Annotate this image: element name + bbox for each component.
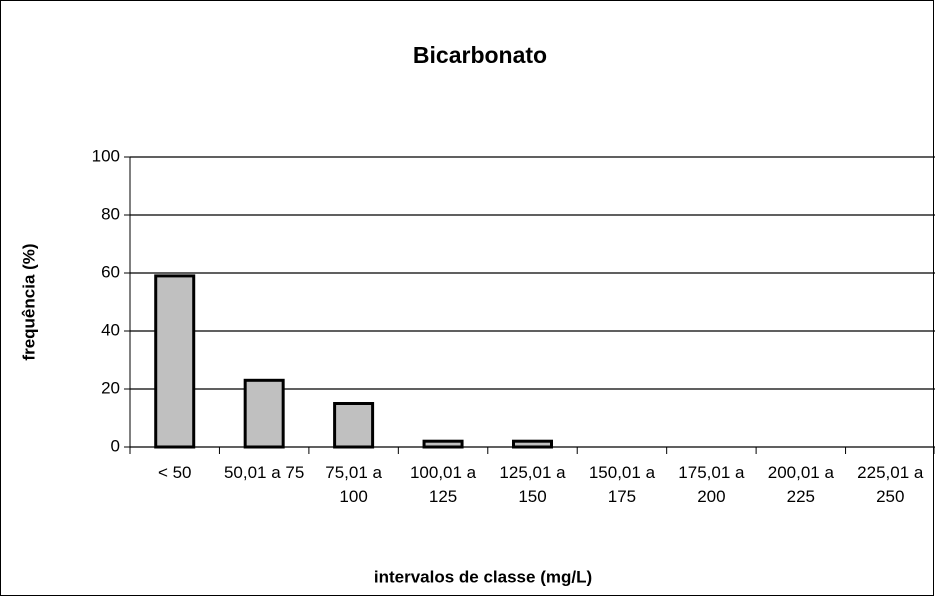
bar (154, 274, 196, 449)
x-tick-label: 200,01 a 225 (767, 463, 834, 506)
y-tick-label: 100 (92, 146, 120, 165)
y-axis-label: frequência (%) (19, 243, 38, 360)
x-tick-label: 75,01 a 100 (325, 463, 382, 506)
bar (333, 402, 375, 449)
y-tick-label: 60 (101, 262, 120, 281)
x-tick-label: 150,01 a 175 (588, 463, 656, 506)
y-tick-label: 80 (101, 204, 120, 223)
bar (243, 378, 285, 449)
x-tick-label: 175,01 a 200 (678, 463, 745, 506)
x-tick-label: 125,01 a 150 (499, 463, 566, 506)
chart-title: Bicarbonato (413, 42, 547, 68)
x-tick-label: < 50 (157, 463, 192, 482)
y-tick-label: 20 (101, 378, 120, 397)
y-tick-label: 40 (101, 320, 120, 339)
bar (422, 439, 464, 449)
bar (512, 439, 553, 449)
x-tick-label: 100,01 a 125 (409, 463, 477, 506)
x-tick-label: 50,01 a 75 (223, 463, 305, 482)
x-axis-label: intervalos de classe (mg/L) (374, 567, 592, 586)
x-tick-label: 225,01 a 250 (857, 463, 924, 506)
y-tick-label: 0 (111, 436, 120, 455)
